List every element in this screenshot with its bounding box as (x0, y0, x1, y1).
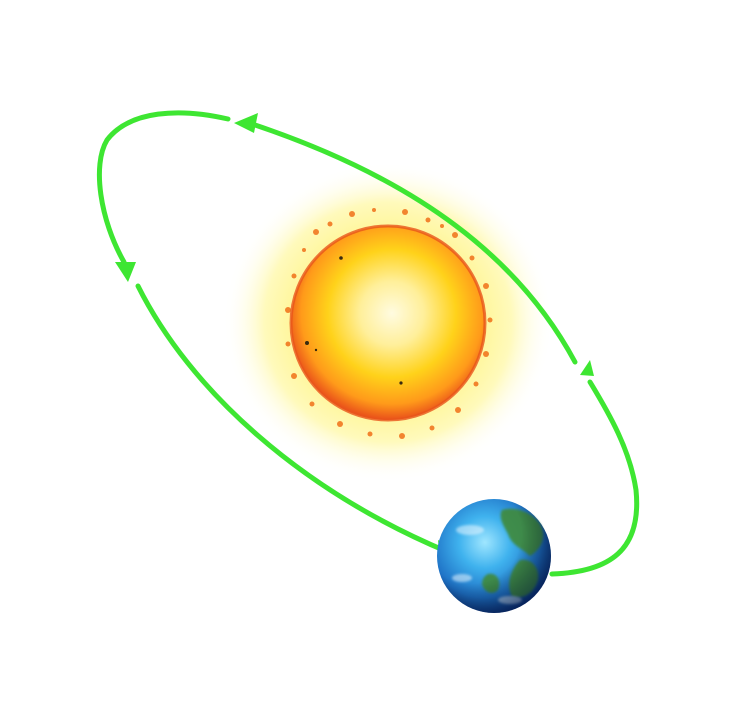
orbit (96, 110, 640, 577)
sun-flares (285, 208, 493, 439)
earth (437, 499, 551, 613)
sun-spots (305, 256, 403, 385)
sun (223, 162, 553, 482)
sun-rim (289, 224, 487, 422)
orbit-arc-bottom-right (549, 379, 640, 577)
orbit-arrow-right (580, 360, 594, 376)
sun-disc (291, 226, 485, 420)
orbit-arc-top-left (96, 110, 231, 265)
orbit-arrow-left (115, 262, 136, 282)
orbit-arc-top-right (249, 121, 578, 365)
orbit-arc-left-bottom (135, 283, 451, 555)
orbit-arrow-top (234, 113, 258, 133)
earth-shade (437, 499, 551, 613)
